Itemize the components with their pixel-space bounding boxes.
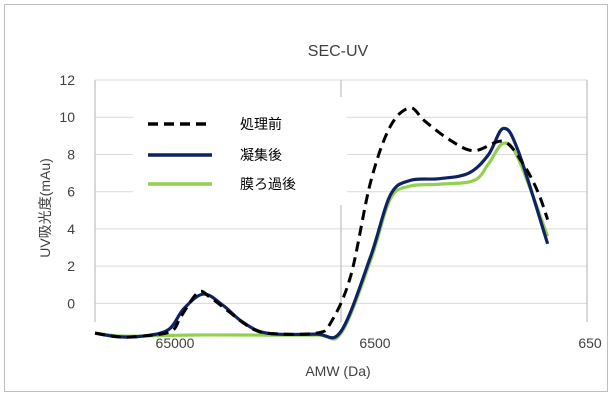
y-tick-label: 0 [67, 295, 75, 311]
legend-box [133, 97, 347, 205]
y-tick-label: 2 [67, 258, 75, 274]
x-tick-label: 6500 [359, 335, 390, 351]
y-tick-label: 12 [59, 72, 75, 88]
x-axis-label: AMW (Da) [305, 363, 370, 379]
series-line-0 [94, 106, 550, 339]
series-line-1 [94, 126, 550, 340]
y-tick-labels: 0 2 4 6 8 10 12 [59, 72, 75, 311]
y-tick-label: 10 [59, 109, 75, 125]
legend-label: 凝集後 [240, 147, 282, 163]
x-tick-labels: 65000 6500 650 [156, 335, 602, 351]
series-layer [94, 106, 550, 341]
legend-label: 膜ろ過後 [240, 176, 296, 192]
legend-label: 処理前 [240, 116, 282, 132]
chart-title: SEC-UV [308, 43, 369, 60]
x-tick-label: 650 [578, 335, 602, 351]
y-tick-label: 8 [67, 146, 75, 162]
y-tick-label: 6 [67, 184, 75, 200]
x-tick-label: 65000 [156, 335, 195, 351]
y-tick-label: 4 [67, 221, 75, 237]
y-axis-label: UV吸光度(mAu) [37, 158, 53, 258]
